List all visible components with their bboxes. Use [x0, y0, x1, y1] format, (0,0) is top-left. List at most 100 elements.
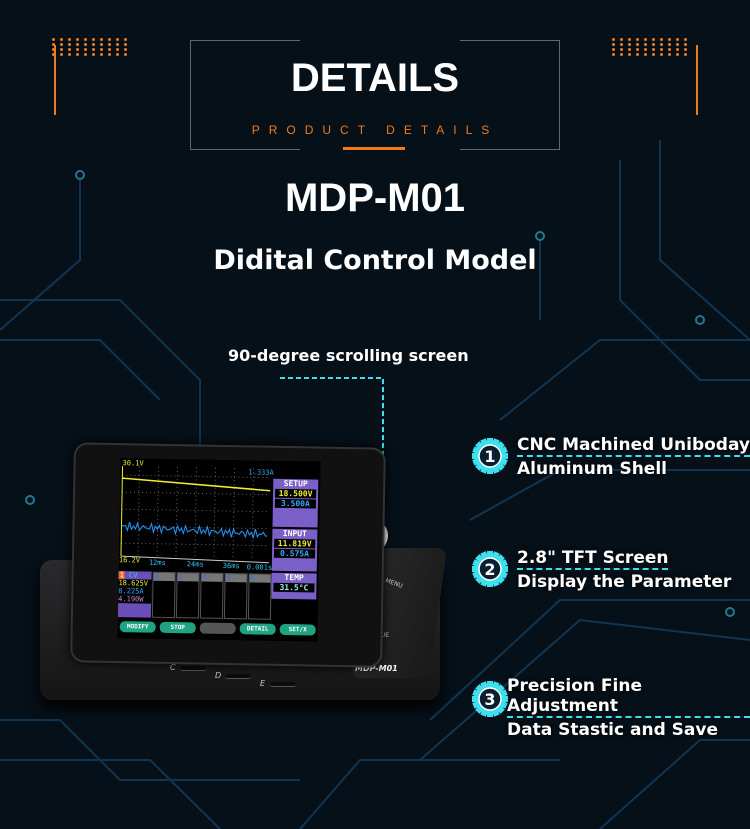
dot — [684, 48, 687, 51]
gear-number-icon: 1 — [472, 438, 508, 474]
dot — [84, 38, 87, 41]
feature-title: CNC Machined Uniboday — [517, 435, 750, 457]
dot — [684, 53, 687, 56]
screen-button-set-x[interactable]: SET/X — [279, 623, 316, 636]
dot — [100, 53, 103, 56]
setup-current: 3.500A — [274, 498, 316, 509]
scroll-screen-label: 90-degree scrolling screen — [228, 346, 469, 365]
channel-number: 3 — [177, 573, 199, 582]
dot — [116, 38, 119, 41]
dot — [108, 43, 111, 46]
dot — [52, 38, 55, 41]
time-tick: 12ms — [148, 558, 166, 567]
dot — [100, 38, 103, 41]
dot — [644, 38, 647, 41]
tft-display: 30.1V 1.333A 16.2V 12ms 24ms 36ms 0.001s… — [117, 458, 321, 642]
input-voltage: 11.819V — [274, 538, 316, 549]
feature-title: Precision Fine Adjustment — [507, 676, 750, 718]
product-model: MDP-M01 — [284, 176, 466, 220]
dot — [652, 48, 655, 51]
channel-number: 6 — [249, 574, 271, 583]
title-underline — [343, 147, 405, 150]
grid-line — [194, 467, 198, 558]
key-button-d[interactable] — [225, 674, 251, 679]
dot — [620, 38, 623, 41]
dot — [68, 43, 71, 46]
dot — [60, 48, 63, 51]
channel-panel[interactable]: 6 — [247, 573, 272, 620]
grid-line — [251, 468, 255, 559]
dot — [660, 43, 663, 46]
dot — [684, 43, 687, 46]
grid-line — [175, 467, 179, 558]
grid-line — [122, 474, 271, 479]
dot — [124, 38, 127, 41]
dot — [620, 48, 623, 51]
key-label: E — [260, 679, 266, 688]
feature-number: 1 — [484, 447, 495, 466]
dot — [636, 53, 639, 56]
screen-button-modify[interactable]: MODIFY — [119, 621, 156, 633]
current-trace — [121, 521, 268, 540]
waveform-plot — [120, 466, 271, 564]
dot — [60, 38, 63, 41]
dot — [116, 53, 119, 56]
dot — [100, 48, 103, 51]
dot — [636, 38, 639, 41]
channel-1-power: 4.190W — [118, 595, 152, 604]
axis — [120, 466, 124, 557]
screen-button-detail[interactable]: DETAIL — [239, 623, 276, 635]
screen-button-stop[interactable]: STOP — [159, 621, 196, 634]
feature-description: Display the Parameter — [517, 572, 732, 592]
feature-callout: 2.8" TFT Screen Display the Parameter — [517, 546, 731, 594]
page-subtitle: PRODUCT DETAILS — [251, 123, 499, 137]
dot — [620, 43, 623, 46]
dot — [660, 48, 663, 51]
channel-panel[interactable]: 2 — [151, 571, 176, 619]
dot — [612, 43, 615, 46]
temp-label: TEMP — [284, 572, 304, 583]
channel-panel[interactable]: 4 — [199, 572, 224, 619]
dot — [612, 53, 615, 56]
dot — [52, 43, 55, 46]
dot — [92, 48, 95, 51]
channel-1-panel[interactable]: 1 CV 18.625V 0.225A 4.190W — [117, 571, 152, 618]
page-title: DETAILS — [290, 56, 460, 100]
grid-line — [156, 466, 160, 557]
orange-accent-line-right — [696, 45, 698, 115]
dot — [676, 48, 679, 51]
feature-title: 2.8" TFT Screen — [517, 548, 669, 570]
dot — [684, 38, 687, 41]
dot — [108, 53, 111, 56]
dot — [636, 48, 639, 51]
dot — [76, 38, 79, 41]
time-tick: 36ms — [222, 561, 240, 571]
temp-value: 31.5°C — [273, 582, 315, 593]
dot — [116, 48, 119, 51]
dot — [68, 38, 71, 41]
voltage-trace — [122, 477, 271, 492]
key-label: C — [170, 663, 176, 672]
channel-panel[interactable]: 5 — [223, 572, 248, 620]
gear-number-icon: 3 — [472, 681, 508, 717]
dot — [84, 43, 87, 46]
screen-button-blank[interactable] — [199, 622, 236, 635]
dot — [660, 38, 663, 41]
device-screen-housing: 30.1V 1.333A 16.2V 12ms 24ms 36ms 0.001s… — [70, 442, 386, 668]
dot — [92, 43, 95, 46]
dot — [628, 43, 631, 46]
dot — [620, 53, 623, 56]
dot — [636, 43, 639, 46]
dot — [676, 43, 679, 46]
dot — [68, 48, 71, 51]
key-button-c[interactable] — [180, 666, 206, 671]
key-button-e[interactable] — [270, 682, 296, 687]
key-label: D — [215, 671, 222, 680]
dot — [108, 48, 111, 51]
dot — [84, 53, 87, 56]
dot — [76, 48, 79, 51]
channel-panel[interactable]: 3 — [175, 572, 200, 619]
dot — [92, 53, 95, 56]
dot — [652, 43, 655, 46]
